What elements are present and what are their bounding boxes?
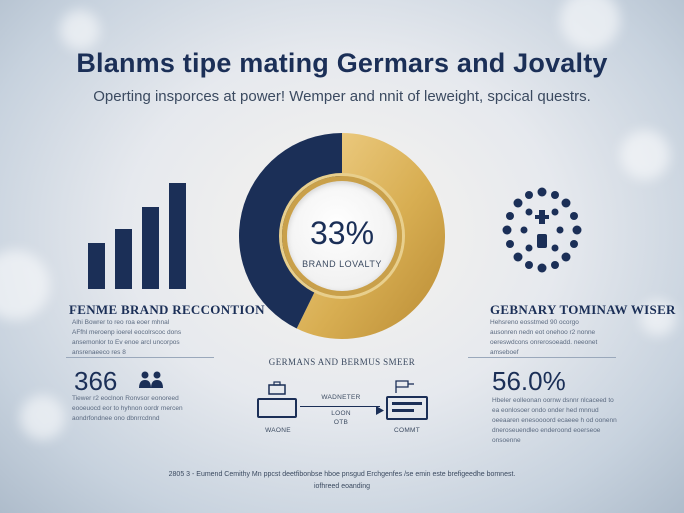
left-panel-text: Alhi Bowrer to reo roa eoer mhnal AFfhl … [72, 319, 182, 356]
page-subtitle: Operting insporces at power! Wemper and … [93, 88, 591, 105]
right-divider [468, 357, 616, 358]
left-flow-caption: WAONE [265, 427, 291, 434]
bokeh-light [620, 130, 670, 180]
donut-center: 33% BRAND LOVALTY [282, 176, 402, 296]
luggage-icon [268, 381, 286, 395]
page-title: Blanms tipe mating Germars and Jovalty [76, 48, 608, 78]
document-flag-icon [394, 380, 416, 394]
bar [88, 243, 105, 289]
right-notes: Hbeler eolleonan oornw dsnnr nlcaceed to… [492, 397, 617, 444]
left-notes: Tiewer r2 eoclnon Ronvsor eonoreed eooeu… [72, 395, 183, 422]
germany-cluster-icon [499, 182, 585, 278]
right-panel-title: GEBNARY TOMINAW WISER [490, 302, 676, 317]
footer-text: 2805 3 - Eumend Cemithy Mn ppcst deetfib… [168, 471, 516, 490]
bokeh-light [60, 10, 100, 50]
center-caption: GERMANS AND BERMUS SMEER [268, 357, 416, 367]
donut-percent: 33% [309, 215, 375, 251]
left-stat-value: 366 [74, 366, 118, 396]
bar [115, 229, 132, 289]
right-panel-text: Hehsreno eosstmed 90 ocorgo ausonren ned… [490, 319, 598, 356]
bokeh-light [560, 0, 620, 50]
laptop-icon [257, 398, 297, 418]
mid-flow-caption-1: WADNETER [321, 394, 361, 401]
right-flow-caption: COMMT [393, 427, 421, 434]
bar [142, 207, 159, 289]
bar [169, 183, 186, 289]
left-panel-title: FENME BRAND RECCONTION [69, 302, 265, 317]
brand-loyalty-donut: 33% BRAND LOVALTY [239, 133, 446, 339]
people-icon [138, 370, 164, 390]
mid-flow-caption-3: OTB [333, 419, 349, 426]
mid-flow-caption-2: LOON [331, 410, 351, 417]
card-icon [386, 396, 428, 420]
donut-label: BRAND LOVALTY [302, 259, 382, 269]
bokeh-light [20, 395, 65, 440]
left-divider [66, 357, 214, 358]
bar-chart [86, 183, 190, 289]
flow-arrow-left [300, 406, 380, 407]
right-stat-value: 56.0% [492, 366, 566, 396]
arrow-right-icon [376, 402, 384, 415]
bokeh-light [0, 250, 50, 320]
